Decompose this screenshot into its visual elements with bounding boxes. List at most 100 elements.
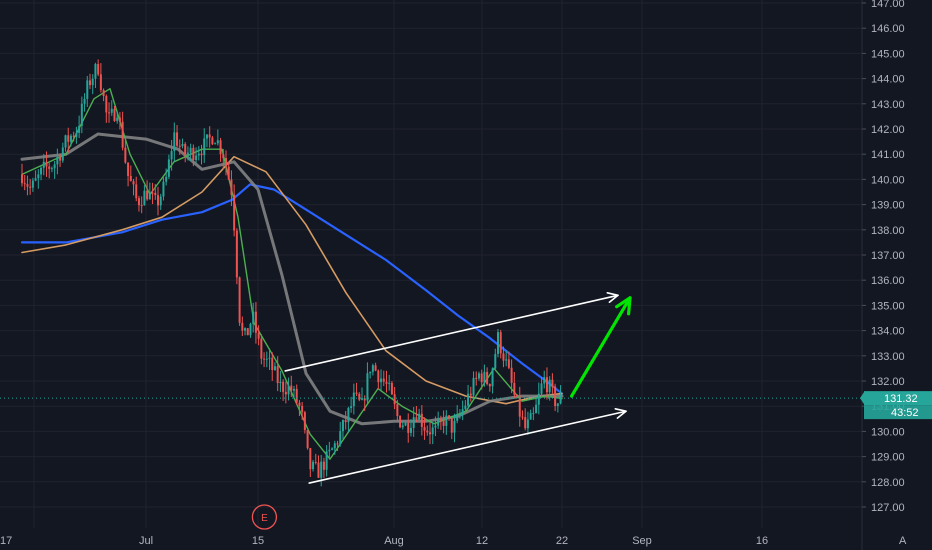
candle-body [456,414,459,421]
candle-body [314,461,317,463]
price-tick-label: 135.00 [871,300,905,312]
candle-body [350,406,353,408]
channel-lower-line-shaft [308,410,627,484]
candle-body [72,135,75,137]
candle [170,139,173,171]
candle-body [127,162,130,176]
candle-body [86,80,89,99]
candle [554,383,557,412]
candle [116,110,119,124]
candle-body [167,159,170,177]
candle [154,184,157,200]
candle-body [486,371,489,385]
earnings-marker-circle [251,504,278,530]
candle-body [26,184,29,187]
candle-body [516,394,519,397]
candle-body [108,112,111,114]
candle-body [420,413,423,428]
candle-body [545,377,548,393]
candle [361,387,363,401]
channel-lower-line[interactable] [308,408,627,484]
candle-body [118,117,121,122]
candle [350,396,353,413]
candle-body [344,419,347,423]
candle-body [374,365,377,371]
time-axis[interactable]: 17 Jul 15 Aug 12 22 Sep 16 [0,535,768,547]
candle-body [102,90,105,97]
auto-scale-button[interactable]: A [899,535,907,547]
candle-body [295,388,298,403]
candle-body [146,190,149,200]
candle-body [154,192,157,196]
candle [89,73,91,90]
candle [268,348,271,370]
candle-body [159,196,162,206]
trend-channel[interactable] [284,292,627,484]
candle [67,127,70,153]
candle-body [298,402,301,406]
candle-body [363,398,366,401]
projection-arrow[interactable] [569,296,632,398]
price-tick-label: 147.00 [871,0,905,10]
candle-body [331,448,334,450]
candle-body [287,385,290,395]
earnings-marker-label: E [261,513,268,524]
candle [230,170,233,206]
channel-upper-line-shaft [284,294,619,372]
candle-body [165,176,168,182]
bar-countdown: 43:52 [864,405,932,420]
candle-body [227,166,230,180]
candle-body [195,155,198,160]
price-tick-label: 145.00 [871,48,905,60]
candle [192,144,195,167]
earnings-marker[interactable]: E [251,504,278,530]
last-price-box [864,391,932,406]
candle [518,386,521,427]
candle-body [135,184,138,199]
candle [407,413,410,443]
projection-arrow-line[interactable] [569,296,632,398]
time-tick-label: 16 [756,535,768,547]
candle-body [554,386,557,406]
candle-body [89,80,91,86]
candle-body [453,420,456,433]
candle [105,94,108,123]
candle [195,147,198,164]
candle [86,75,89,107]
candle-body [21,174,23,184]
candle-body [429,432,431,435]
candle [543,370,546,389]
candle [325,445,328,477]
candle [257,325,260,346]
candle [306,430,309,450]
channel-upper-line[interactable] [284,292,619,372]
candle-body [377,370,380,383]
candle-body [249,323,252,336]
candle [336,440,339,452]
candle [352,383,355,415]
candle-body [113,108,116,122]
event-markers[interactable]: E [251,504,278,530]
candle-body [29,186,32,188]
candle [526,411,529,435]
candle-body [475,377,478,379]
candle-body [322,461,325,470]
candle-body [518,396,521,417]
candle [439,415,442,430]
candle [472,371,475,399]
candle-body [448,415,451,419]
candle-body [124,147,127,163]
candle-body [282,381,285,392]
projection-arrow-line-shaft [569,296,632,398]
candle [535,396,538,414]
candle-body [208,134,211,138]
candle [48,162,51,179]
candle-body [279,381,282,384]
candle-body [510,367,513,383]
price-tick-label: 143.00 [871,99,905,111]
candle-body [301,405,304,413]
candle-body [99,74,102,91]
candle [287,377,290,401]
candle [214,142,217,145]
